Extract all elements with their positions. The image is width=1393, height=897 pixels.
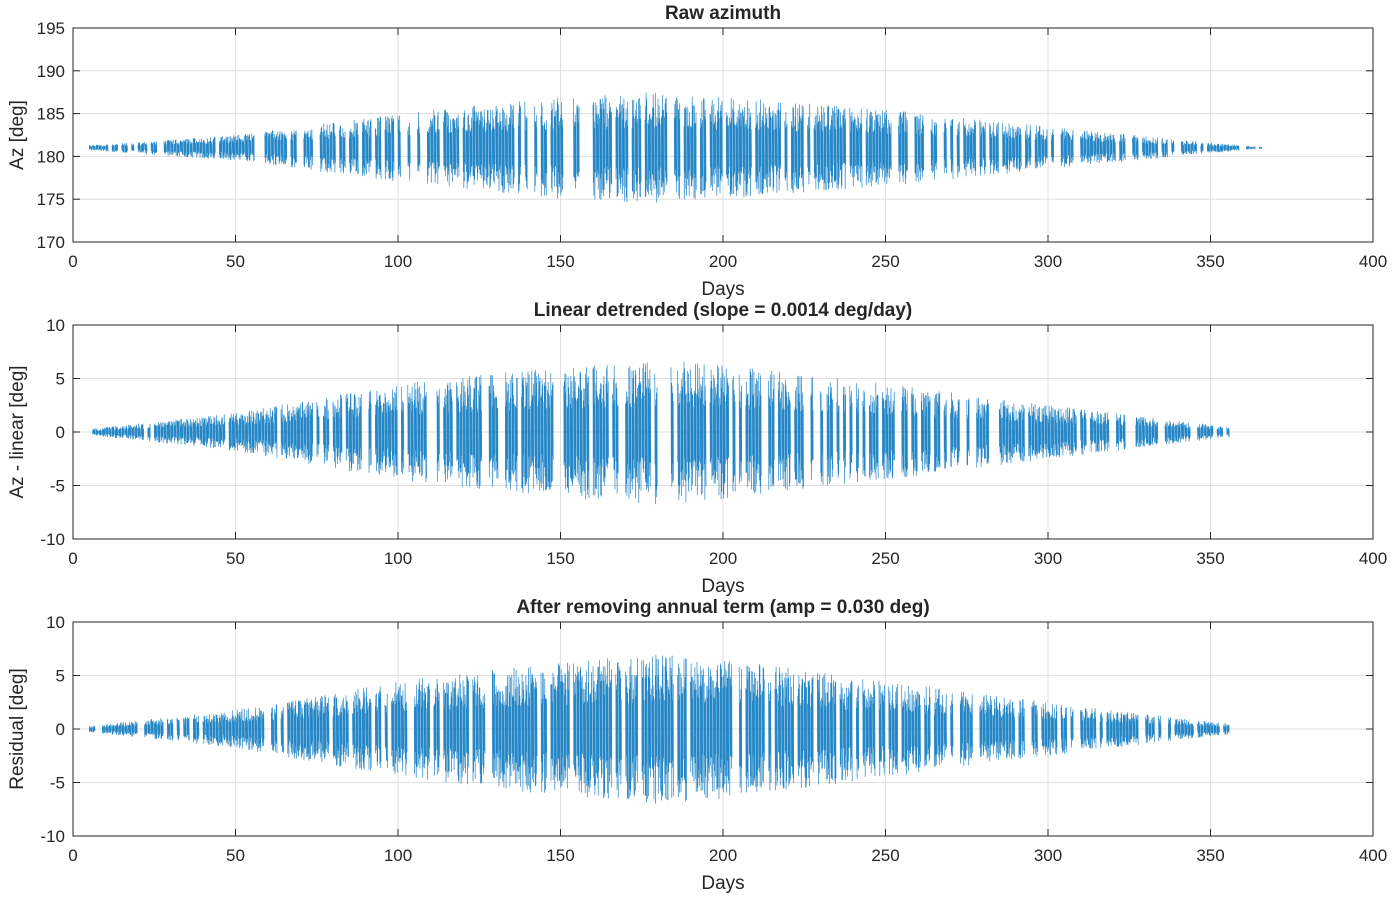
x-tick-label: 200 <box>709 252 737 271</box>
y-tick-label: -5 <box>50 477 65 496</box>
x-tick-label: 150 <box>546 846 574 865</box>
x-tick-label: 200 <box>709 549 737 568</box>
x-tick-label: 150 <box>546 549 574 568</box>
x-tick-label: 100 <box>384 252 412 271</box>
x-tick-label: 350 <box>1196 252 1224 271</box>
x-tick-label: 300 <box>1034 846 1062 865</box>
y-tick-label: 185 <box>37 105 65 124</box>
x-tick-label: 300 <box>1034 549 1062 568</box>
x-axis-label-3: Days <box>701 873 744 894</box>
chart-title-2: Linear detrended (slope = 0.0014 deg/day… <box>534 300 913 321</box>
y-tick-label: 190 <box>37 62 65 81</box>
x-tick-label: 50 <box>226 252 245 271</box>
x-tick-label: 200 <box>709 846 737 865</box>
series-line-3 <box>88 655 1230 804</box>
y-tick-label: 0 <box>56 423 65 442</box>
y-tick-label: 5 <box>56 370 65 389</box>
y-axis-label-1: Az [deg] <box>7 100 28 170</box>
chart-title-3: After removing annual term (amp = 0.030 … <box>516 597 929 618</box>
y-tick-label: 175 <box>37 190 65 209</box>
x-tick-label: 350 <box>1196 549 1224 568</box>
y-tick-label: 170 <box>37 233 65 252</box>
x-axis-label-1: Days <box>701 279 744 300</box>
y-tick-label: 10 <box>46 613 65 632</box>
x-tick-label: 350 <box>1196 846 1224 865</box>
x-tick-label: 150 <box>546 252 574 271</box>
y-tick-label: 195 <box>37 19 65 38</box>
x-tick-label: 400 <box>1359 846 1387 865</box>
y-tick-label: 10 <box>46 316 65 335</box>
y-tick-label: -10 <box>40 530 65 549</box>
y-tick-label: -5 <box>50 774 65 793</box>
x-tick-label: 0 <box>68 549 77 568</box>
x-tick-label: 250 <box>871 549 899 568</box>
y-tick-label: 0 <box>56 720 65 739</box>
series-line-2 <box>92 361 1230 505</box>
x-axis-label-2: Days <box>701 576 744 597</box>
x-tick-label: 300 <box>1034 252 1062 271</box>
x-tick-label: 100 <box>384 846 412 865</box>
y-tick-label: -10 <box>40 827 65 846</box>
y-axis-label-2: Az - linear [deg] <box>7 365 28 498</box>
x-tick-label: 0 <box>68 846 77 865</box>
x-tick-label: 0 <box>68 252 77 271</box>
y-axis-label-3: Residual [deg] <box>7 668 28 789</box>
x-tick-label: 250 <box>871 846 899 865</box>
x-tick-label: 50 <box>226 846 245 865</box>
y-tick-label: 5 <box>56 667 65 686</box>
chart-title-1: Raw azimuth <box>665 3 781 24</box>
x-tick-label: 400 <box>1359 252 1387 271</box>
y-tick-label: 180 <box>37 147 65 166</box>
x-tick-label: 100 <box>384 549 412 568</box>
x-tick-label: 400 <box>1359 549 1387 568</box>
x-tick-label: 250 <box>871 252 899 271</box>
x-tick-label: 50 <box>226 549 245 568</box>
series-line-1 <box>88 92 1263 203</box>
